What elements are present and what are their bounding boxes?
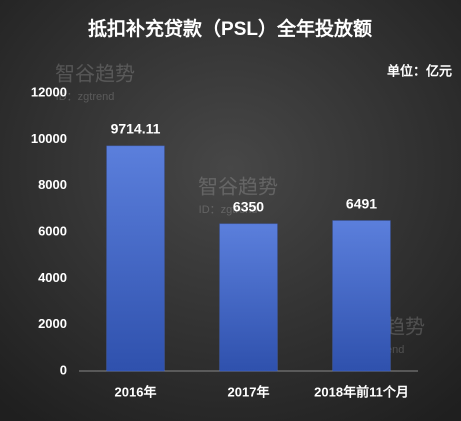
y-tick-label: 4000 (38, 270, 67, 285)
y-tick-label: 12000 (31, 84, 67, 99)
x-tick-label: 2018年前11个月 (314, 384, 409, 399)
bar (106, 145, 165, 372)
watermark-id: ID：zgtrend (56, 91, 115, 103)
x-tick-label: 2016年 (115, 384, 157, 399)
data-label: 6491 (346, 195, 377, 211)
y-tick-label: 2000 (38, 316, 67, 331)
bar (219, 223, 278, 372)
y-tick-label: 8000 (38, 177, 67, 192)
unit-label: 单位：亿元 (387, 63, 452, 78)
watermark: 智谷趋势 (55, 62, 135, 85)
chart-title: 抵扣补充贷款（PSL）全年投放额 (88, 17, 372, 40)
data-label: 6350 (233, 199, 264, 215)
y-tick-label: 0 (60, 362, 67, 377)
bar (332, 220, 391, 372)
y-tick-label: 10000 (31, 131, 67, 146)
data-label: 9714.11 (111, 121, 161, 137)
y-tick-label: 6000 (38, 223, 67, 238)
x-tick-label: 2017年 (228, 384, 270, 399)
watermark: 智谷趋势 (198, 175, 278, 198)
watermark-id: ID：zgtrend (199, 204, 258, 216)
